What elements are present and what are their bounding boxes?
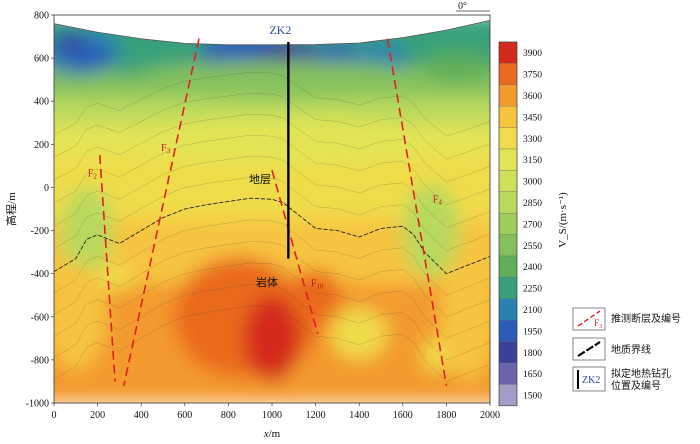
y-axis: 800 600 400 200 0 -200 -400 -600 -800 -1000 <box>26 11 54 410</box>
colorbar-swatch <box>498 127 518 150</box>
y-tick-label: 800 <box>34 11 49 22</box>
colorbar-swatch <box>498 320 518 342</box>
y-tick-label: -1000 <box>26 399 49 410</box>
x-tick-label: 400 <box>134 410 149 421</box>
fault-lines: F2 F3 F10 F4 <box>88 38 448 386</box>
fault-line-F10 <box>271 169 319 335</box>
colorbar-swatch <box>498 213 518 235</box>
y-tick-label: 400 <box>34 97 49 108</box>
x-tick-label: 1200 <box>306 410 326 421</box>
y-tick-label: -800 <box>31 355 49 366</box>
velocity-field <box>54 20 490 403</box>
colorbar-label: 2100 <box>523 306 542 316</box>
colorbar-swatch <box>498 170 518 192</box>
fault-line-F3 <box>122 38 200 386</box>
fault-label-F4: F4 <box>433 195 443 207</box>
y-axis-label: 高程/m <box>4 192 18 226</box>
colorbar-swatch <box>498 341 518 364</box>
x-axis-label: x/m <box>263 428 281 440</box>
colorbar-swatch <box>498 255 518 278</box>
legend-boundary-symbol <box>577 341 601 357</box>
legend-fault-symbol <box>577 310 601 327</box>
y-tick-label: 600 <box>34 54 49 65</box>
colorbar-title: V_S/(m·s⁻¹) <box>557 192 569 248</box>
colorbar-swatch <box>498 277 518 299</box>
colorbar-label: 2850 <box>523 199 542 209</box>
rock-body-label: 岩体 <box>256 275 278 289</box>
x-tick-label: 1800 <box>436 410 456 421</box>
x-tick-label: 1400 <box>349 410 369 421</box>
borehole-label: ZK2 <box>269 23 291 37</box>
legend-borehole-text-1: 拟定地热钻孔 <box>611 367 671 380</box>
colorbar-swatch <box>498 298 518 321</box>
y-tick-label: 0 <box>44 183 49 194</box>
x-tick-label: 800 <box>221 410 236 421</box>
x-tick-label: 0 <box>52 410 57 421</box>
surface-profile-line <box>53 19 491 46</box>
colorbar-swatch <box>498 384 518 406</box>
colorbar-swatch <box>498 63 518 85</box>
x-tick-label: 1600 <box>393 410 413 421</box>
colorbar-label: 3450 <box>523 113 542 123</box>
colorbar-swatch <box>498 362 518 385</box>
colorbar-swatch <box>498 148 518 171</box>
colorbar-label: 1800 <box>523 349 542 359</box>
colorbar-label: 1950 <box>523 327 542 337</box>
colorbar-label: 2550 <box>523 242 542 252</box>
colorbar-label: 1500 <box>523 392 542 402</box>
fault-line-F2 <box>98 155 116 382</box>
colorbar-label: 3900 <box>523 49 542 59</box>
colorbar-label: 1650 <box>523 370 542 380</box>
colorbar-label: 2700 <box>523 220 542 230</box>
colorbar-label: 3150 <box>523 156 542 166</box>
legend-borehole-symbol-label: ZK2 <box>582 375 600 386</box>
legend: F3 推测断层及编号 地质界线 ZK2 拟定地热钻孔 位置及编号 <box>572 307 681 392</box>
y-tick-label: -600 <box>31 312 49 323</box>
colorbar-label: 3000 <box>523 178 542 188</box>
colorbar-label: 2400 <box>523 263 542 273</box>
y-tick-label: -400 <box>31 269 49 280</box>
legend-fault-text: 推测断层及编号 <box>611 312 681 325</box>
fault-label-F2: F2 <box>88 169 98 181</box>
colorbar-label: 3300 <box>523 135 542 145</box>
legend-borehole-text-2: 位置及编号 <box>611 379 661 392</box>
colorbar-swatch <box>498 234 518 257</box>
fault-label-F3: F3 <box>161 143 171 155</box>
strata-label: 地层 <box>249 173 271 186</box>
fault-line-F4 <box>386 38 448 386</box>
colorbar-swatch <box>498 41 518 64</box>
colorbar-label: 3750 <box>523 71 542 81</box>
legend-boundary-text: 地质界线 <box>611 343 651 356</box>
colorbar: 3900 3750 3600 3450 3300 3150 3000 2850 2700 2550… <box>498 41 542 407</box>
x-tick-label: 2000 <box>480 410 500 421</box>
colorbar-swatch <box>498 106 518 128</box>
fault-label-F10: F10 <box>311 279 324 291</box>
y-tick-label: -200 <box>31 226 49 237</box>
colorbar-swatch <box>498 84 518 107</box>
legend-fault-symbol-label: F3 <box>594 318 602 330</box>
top-indicator-label: 0° <box>458 1 467 12</box>
colorbar-swatch <box>498 191 518 214</box>
x-tick-label: 1000 <box>262 410 282 421</box>
colorbar-label: 2250 <box>523 285 542 295</box>
x-tick-label: 600 <box>177 410 192 421</box>
y-tick-label: 200 <box>34 140 49 151</box>
colorbar-label: 3600 <box>523 92 542 102</box>
x-tick-label: 200 <box>90 410 105 421</box>
x-axis: 0 200 400 600 800 1000 1200 1400 1600 1800 2000 <box>52 403 500 421</box>
